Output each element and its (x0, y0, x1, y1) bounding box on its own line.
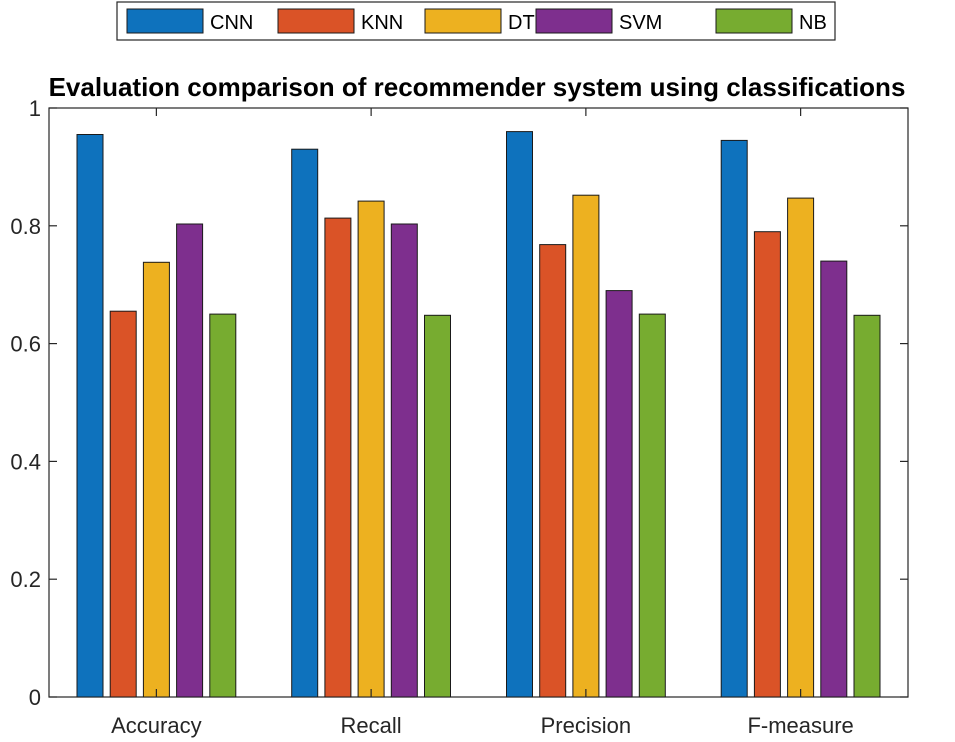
y-tick-label: 1 (29, 96, 41, 121)
bar-knn-f-measure (753, 231, 781, 698)
legend-swatch-dt (424, 8, 502, 34)
bar-svm-f-measure (820, 260, 848, 698)
y-tick-label: 0.6 (10, 332, 41, 357)
bar-dt-precision (572, 194, 600, 698)
bar-nb-precision (638, 313, 666, 698)
legend-swatch-knn (277, 8, 355, 34)
legend-swatch-svm (535, 8, 613, 34)
bar-knn-accuracy (109, 310, 137, 698)
y-tick-label: 0.2 (10, 567, 41, 592)
chart-title: Evaluation comparison of recommender sys… (49, 72, 906, 102)
bar-knn-precision (539, 244, 567, 698)
bar-cnn-precision (506, 131, 533, 698)
plot-area: 0 0.2 0.4 0.6 0.8 1 Accuracy Recall Precision F-… (10, 96, 909, 738)
bar-cnn-f-measure (720, 139, 748, 698)
legend-label-dt: DT (508, 12, 535, 34)
bar-svm-precision (605, 290, 633, 698)
x-tick-label: F-measure (747, 713, 853, 738)
y-tick-label: 0.8 (10, 214, 41, 239)
bar-nb-f-measure (853, 314, 881, 698)
legend: CNN KNN DT SVM NB (116, 1, 836, 41)
bar-svm-recall (390, 223, 418, 698)
y-tick-label: 0.4 (10, 449, 41, 474)
bar-svm-accuracy (176, 223, 204, 698)
bar-dt-recall (357, 200, 385, 698)
x-tick-label: Recall (341, 713, 402, 738)
legend-swatch-nb (715, 8, 793, 34)
bar-knn-recall (324, 217, 352, 698)
bar-cnn-accuracy (76, 134, 104, 698)
legend-label-cnn: CNN (210, 12, 253, 34)
legend-label-knn: KNN (361, 12, 403, 34)
x-tick-label: Precision (541, 713, 631, 738)
x-tick-label: Accuracy (111, 713, 201, 738)
bar-dt-accuracy (142, 261, 170, 698)
legend-swatch-cnn (126, 8, 204, 34)
bar-nb-accuracy (209, 313, 237, 698)
legend-label-nb: NB (799, 12, 827, 34)
bar-dt-f-measure (787, 197, 815, 698)
bar-cnn-recall (291, 148, 319, 698)
legend-label-svm: SVM (619, 12, 662, 34)
bar-nb-recall (424, 314, 451, 698)
y-tick-label: 0 (29, 685, 41, 710)
